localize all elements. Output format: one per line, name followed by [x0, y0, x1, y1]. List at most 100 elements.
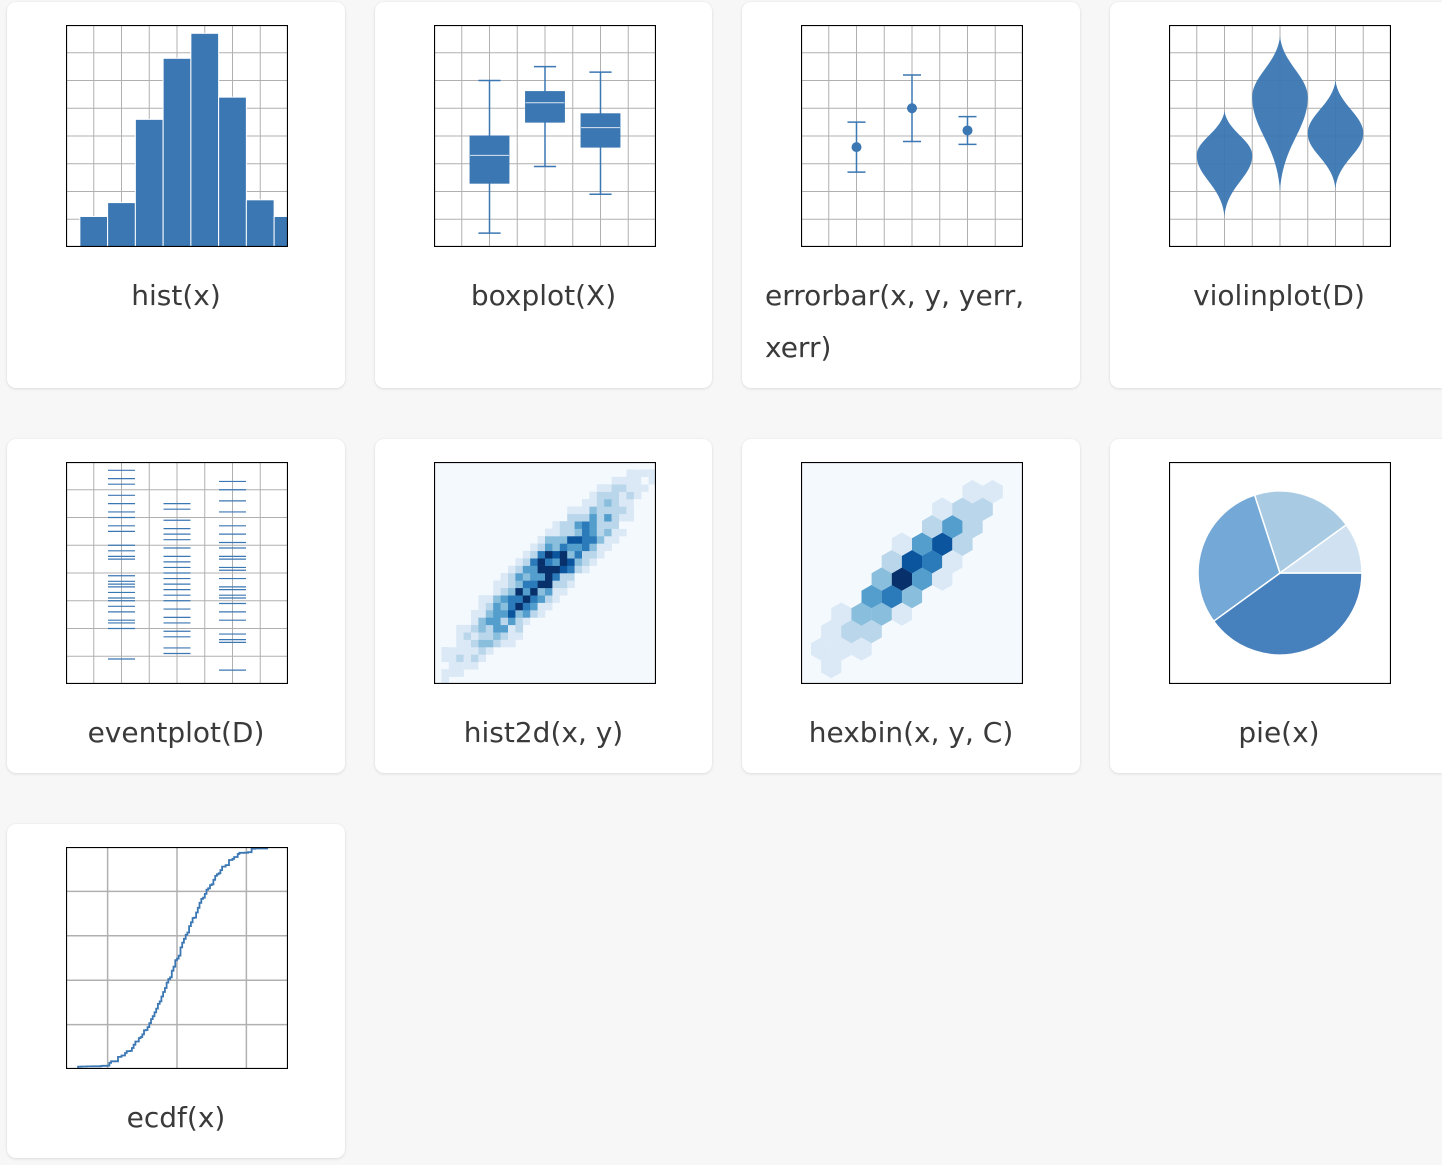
hist2d-cell: [619, 499, 627, 507]
hist2d-cell: [508, 573, 516, 581]
hist2d-cell: [456, 624, 464, 633]
hist2d-cell: [515, 573, 524, 581]
hist2d-cell: [515, 617, 524, 626]
hist2d-cell: [582, 513, 590, 522]
hist2d-cell: [574, 543, 583, 552]
hist2d-cell: [559, 573, 568, 581]
hist-bar: [273, 215, 288, 247]
hist2d-cell: [582, 543, 590, 552]
hexbin-cell: [881, 584, 902, 609]
hist2d-cell: [485, 632, 494, 640]
hist2d-cell: [537, 610, 546, 618]
gallery-card-boxplot[interactable]: boxplot(X): [375, 2, 712, 388]
hist2d-cell: [619, 491, 627, 500]
hist2d-cell: [648, 476, 656, 485]
hist2d-cell: [596, 491, 605, 500]
hist2d-cell: [508, 602, 516, 611]
hist2d-cell: [574, 528, 583, 537]
gallery-card-hist[interactable]: hist(x): [7, 2, 345, 388]
hist2d-cell: [515, 580, 524, 589]
hist2d-cell: [493, 617, 501, 626]
hist2d-cell: [545, 587, 553, 596]
hist2d-cell: [559, 550, 568, 559]
hist2d-cell: [530, 617, 538, 626]
hist2d-cell: [530, 565, 538, 574]
hist2d-cell: [456, 639, 464, 648]
gallery-card-errorbar[interactable]: errorbar(x, y, yerr, xerr): [742, 2, 1080, 388]
hexbin-cell: [901, 584, 923, 609]
hist2d-cell: [589, 528, 598, 537]
hist2d-cell: [515, 632, 524, 640]
ecdf-chart-icon: [66, 847, 288, 1069]
hist2d-cell: [552, 528, 561, 537]
hist2d-cell: [589, 521, 598, 529]
hist2d-cell: [522, 610, 531, 618]
hist2d-cell: [559, 587, 568, 596]
hist2d-cell: [471, 654, 479, 663]
hist2d-cell: [485, 617, 494, 626]
hist2d-cell: [441, 676, 450, 684]
hexbin-cell: [831, 602, 852, 626]
hist-bar: [162, 57, 192, 247]
hist2d-cell: [493, 639, 501, 648]
hist2d-cell: [582, 528, 590, 537]
hist2d-cell: [611, 484, 620, 492]
hist2d-cell: [611, 506, 620, 515]
hist2d-cell: [633, 484, 642, 492]
ecdf-line: [72, 847, 282, 1069]
hist2d-cell: [604, 536, 612, 544]
gallery-card-eventplot[interactable]: eventplot(D): [7, 439, 345, 773]
box-body: [469, 135, 510, 184]
hist2d-cell: [567, 536, 575, 544]
hist2d-cell: [626, 506, 635, 515]
hist2d-cell: [448, 647, 457, 655]
hexbin-cell: [922, 515, 943, 539]
hist2d-cell: [596, 536, 605, 544]
hist2d-cell: [545, 550, 553, 559]
hist2d-cell: [596, 550, 605, 559]
hist2d-cell: [471, 610, 479, 618]
hist2d-cell: [537, 573, 546, 581]
hist2d-cell: [589, 558, 598, 566]
hist2d-cell: [478, 647, 487, 655]
gallery-card-pie[interactable]: pie(x): [1110, 439, 1442, 773]
hist2d-cell: [559, 528, 568, 537]
hist2d-cell: [604, 528, 612, 537]
hist2d-cell: [515, 602, 524, 611]
hist2d-cell: [522, 595, 531, 603]
pie-slice: [1212, 572, 1363, 656]
gallery-card-hexbin[interactable]: hexbin(x, y, C): [742, 439, 1080, 773]
hist2d-cell: [515, 610, 524, 618]
hist2d-cell: [478, 661, 487, 670]
hist2d-cell: [574, 506, 583, 515]
hist2d-cell: [611, 536, 620, 544]
errorbar-point: [851, 142, 862, 153]
hist2d-cell: [604, 543, 612, 552]
hexbin-cell: [861, 584, 882, 609]
hist2d-cell: [478, 624, 487, 633]
gallery-card-violinplot[interactable]: violinplot(D): [1110, 2, 1442, 388]
hist2d-cell: [500, 580, 509, 589]
hist2d-cell: [574, 521, 583, 529]
hist2d-cell: [441, 654, 450, 663]
gallery-card-ecdf[interactable]: ecdf(x): [7, 824, 345, 1158]
hist2d-cell: [574, 558, 583, 566]
hist2d-cell: [596, 484, 605, 492]
hist2d-cell: [633, 499, 642, 507]
hexbin-cell: [891, 602, 912, 626]
hist2d-cell: [552, 543, 561, 552]
gallery-card-hist2d[interactable]: hist2d(x, y): [375, 439, 712, 773]
hist2d-cell: [508, 624, 516, 633]
pie-slice: [1197, 494, 1281, 623]
caption-hexbin: hexbin(x, y, C): [808, 716, 1014, 749]
hist2d-cell: [515, 624, 524, 633]
hist2d-cell: [619, 513, 627, 522]
hist2d-cell: [545, 558, 553, 566]
hist2d-cell: [456, 654, 464, 663]
hist2d-cell: [582, 536, 590, 544]
hist2d-cell: [552, 550, 561, 559]
hist2d-cell: [537, 558, 546, 566]
caption-pie: pie(x): [1238, 716, 1320, 749]
hist2d-cell: [530, 558, 538, 566]
hexbin-cell: [972, 497, 993, 521]
